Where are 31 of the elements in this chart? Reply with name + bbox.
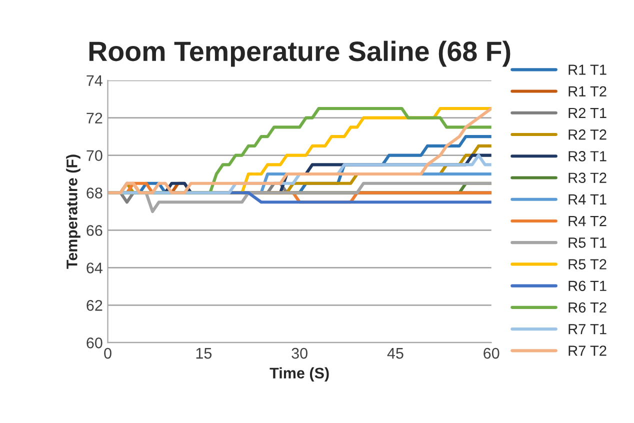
legend-label: R3 T2 xyxy=(568,172,606,183)
legend-label: R3 T1 xyxy=(568,151,606,162)
x-tick-label: 60 xyxy=(484,348,500,359)
y-tick-label: 64 xyxy=(86,262,102,274)
x-axis-title: Time (S) xyxy=(270,367,329,382)
legend-label: R7 T2 xyxy=(568,346,606,356)
legend-label: R5 T1 xyxy=(568,238,606,248)
legend-label: R6 T2 xyxy=(568,302,606,313)
legend-label: R5 T2 xyxy=(568,259,606,270)
legend-label: R1 T1 xyxy=(568,64,606,75)
x-tick-label: 45 xyxy=(387,348,404,359)
y-tick-label: 66 xyxy=(86,225,102,236)
y-tick-label: 60 xyxy=(86,338,102,348)
legend-label: R1 T2 xyxy=(568,86,606,96)
legend-label: R7 T1 xyxy=(568,324,606,334)
legend-label: R4 T1 xyxy=(568,194,606,204)
legend-label: R2 T2 xyxy=(568,129,606,140)
legend-label: R2 T1 xyxy=(568,108,606,118)
y-axis-title: Temperature (F) xyxy=(66,154,80,269)
y-tick-label: 70 xyxy=(86,150,102,161)
legend-label: R6 T1 xyxy=(568,280,606,292)
y-tick-label: 62 xyxy=(86,300,102,311)
legend-label: R4 T2 xyxy=(568,216,606,226)
chart-title: Room Temperature Saline (68 F) xyxy=(89,40,510,67)
y-tick-label: 72 xyxy=(86,112,102,124)
y-tick-label: 74 xyxy=(86,75,102,86)
x-tick-label: 0 xyxy=(104,348,112,359)
line-series xyxy=(108,106,492,194)
x-tick-label: 30 xyxy=(292,348,308,359)
x-tick-label: 15 xyxy=(196,348,212,359)
y-tick-label: 68 xyxy=(86,188,102,198)
